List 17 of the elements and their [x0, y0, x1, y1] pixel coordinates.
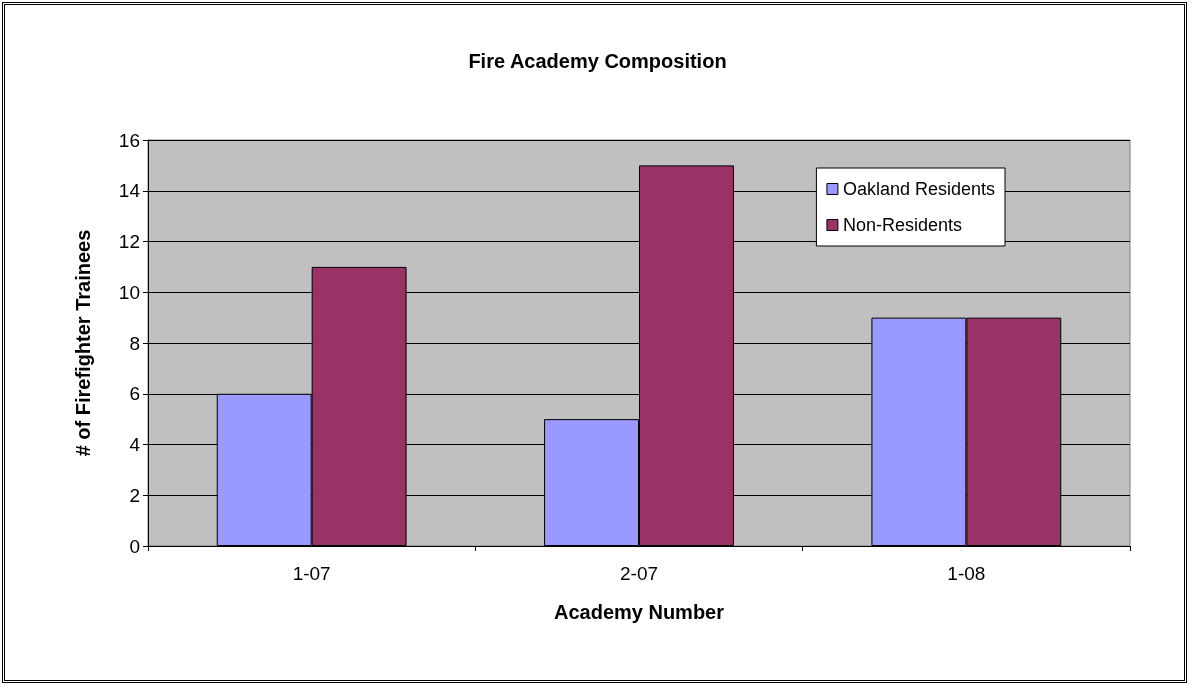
y-tick-label: 4	[129, 434, 141, 455]
chart-title: Fire Academy Composition	[468, 50, 727, 72]
x-tick-label: 1-08	[947, 563, 986, 584]
x-tick-label: 1-07	[292, 563, 331, 584]
y-tick-label: 16	[118, 129, 140, 151]
y-tick-label: 0	[129, 535, 140, 557]
y-tick-label: 14	[118, 180, 141, 202]
x-tick-label: 2-07	[619, 563, 659, 584]
legend-label: Oakland Residents	[842, 179, 996, 199]
x-axis-title: Academy Number	[553, 601, 725, 623]
y-tick-label: 8	[129, 332, 140, 354]
y-axis-title: # of Firefighter Trainees	[72, 229, 94, 457]
legend-label: Non-Residents	[842, 215, 962, 235]
y-tick-label: 12	[118, 231, 140, 252]
y-tick-label: 10	[118, 281, 140, 303]
y-tick-label: 2	[129, 484, 140, 506]
y-tick-label: 6	[129, 383, 140, 405]
